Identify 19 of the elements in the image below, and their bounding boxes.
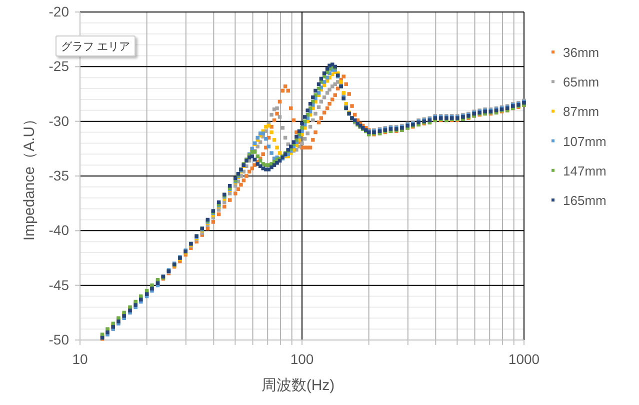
y-axis-title: Impedance（A.U）	[21, 111, 38, 241]
y-tick-label: -40	[48, 222, 70, 238]
legend-label: 65mm	[563, 74, 600, 90]
x-tick-label: 1000	[508, 350, 540, 367]
y-tick-label: -20	[48, 3, 70, 20]
y-tick-label: -35	[48, 167, 70, 184]
y-tick-label: -50	[48, 331, 70, 348]
y-tick-label: -25	[48, 58, 70, 74]
x-tick-label: 10	[72, 350, 88, 367]
x-tick-label: 100	[290, 350, 314, 367]
legend-label: 165mm	[563, 193, 606, 208]
legend-label: 147mm	[563, 163, 606, 178]
legend-label: 107mm	[563, 134, 606, 149]
x-axis-title: 周波数(Hz)	[261, 377, 335, 394]
legend-label: 36mm	[563, 45, 600, 60]
y-tick-label: -30	[48, 112, 70, 129]
annotation: グラフ エリア	[61, 41, 130, 53]
y-tick-label: -45	[48, 276, 70, 293]
legend-label: 87mm	[563, 104, 600, 120]
